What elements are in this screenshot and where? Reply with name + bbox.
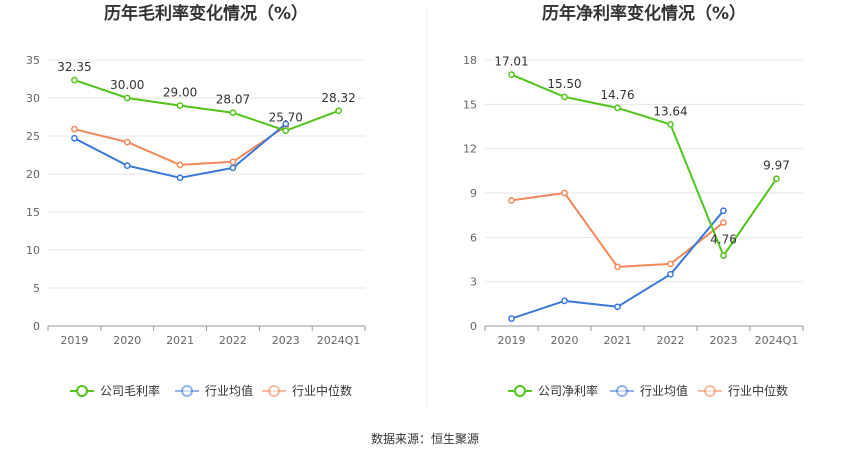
y-tick-label-0-3: 15 [26, 206, 40, 219]
series-line-0-0 [74, 79, 339, 132]
y-tick-label-1-1: 3 [470, 276, 477, 289]
legend-marker-0-2 [268, 385, 280, 397]
x-tick-label-0-0: 2019 [60, 334, 88, 347]
data-label-1-1: 15.50 [547, 77, 581, 91]
y-tick-label-0-1: 5 [33, 282, 40, 295]
y-tick-label-1-6: 18 [463, 54, 477, 67]
data-point-1-2-2 [614, 263, 621, 271]
legend-label-0-2: 行业中位数 [292, 383, 352, 398]
legend-marker-1-0 [514, 385, 526, 397]
data-point-1-1-1 [561, 297, 568, 305]
data-label-1-0: 17.01 [494, 55, 528, 69]
x-tick-label-1-0: 2019 [498, 334, 526, 347]
data-point-0-0-3 [229, 109, 237, 117]
data-point-1-1-0 [508, 315, 515, 322]
data-point-0-1-3 [229, 164, 237, 172]
series-line-0-1 [73, 123, 287, 179]
legend-label-1-0: 公司净利率 [538, 383, 598, 398]
legend-label-1-2: 行业中位数 [728, 383, 788, 398]
data-point-1-2-4 [720, 219, 727, 226]
data-point-0-0-1 [123, 94, 131, 102]
x-tick-label-1-3: 2022 [657, 334, 685, 347]
y-tick-label-1-4: 12 [463, 143, 477, 156]
data-point-1-0-4 [720, 252, 727, 260]
legend-marker-0-0 [76, 385, 88, 397]
data-point-1-2-1 [561, 189, 568, 197]
data-point-0-0-4 [282, 127, 290, 135]
data-point-0-0-2 [176, 102, 184, 109]
y-tick-label-0-7: 35 [26, 54, 40, 67]
data-label-1-2: 14.76 [600, 88, 634, 102]
data-point-0-0-5 [335, 107, 342, 115]
x-tick-label-1-1: 2020 [551, 334, 579, 347]
x-tick-label-0-5: 2024Q1 [317, 334, 361, 347]
y-tick-label-0-0: 0 [33, 320, 40, 333]
data-label-1-5: 9.97 [763, 159, 790, 173]
data-point-1-2-0 [508, 197, 515, 204]
series-line-1-0 [511, 73, 778, 257]
data-label-1-3: 13.64 [653, 104, 687, 118]
y-tick-label-0-2: 10 [26, 244, 40, 257]
data-label-0-3: 28.07 [216, 93, 250, 107]
data-point-0-1-0 [71, 134, 78, 142]
data-point-0-2-0 [71, 125, 78, 133]
y-tick-label-0-6: 30 [26, 92, 40, 105]
x-tick-label-0-2: 2021 [166, 334, 194, 347]
data-label-1-4: 4.76 [710, 233, 737, 247]
x-tick-label-1-2: 2021 [604, 334, 632, 347]
y-tick-label-0-5: 25 [26, 130, 40, 143]
x-tick-label-0-3: 2022 [219, 334, 247, 347]
data-point-1-0-5 [773, 175, 780, 183]
legend-label-0-1: 行业均值 [205, 383, 253, 398]
data-point-0-1-1 [123, 162, 131, 169]
data-point-1-1-4 [720, 207, 727, 215]
data-point-1-1-3 [667, 270, 674, 278]
y-tick-label-1-5: 15 [463, 98, 477, 111]
series-line-1-2 [511, 192, 725, 268]
data-label-0-1: 30.00 [110, 78, 144, 92]
data-point-0-2-1 [123, 138, 131, 146]
x-tick-label-0-1: 2020 [113, 334, 141, 347]
data-point-0-1-2 [176, 174, 184, 182]
y-tick-label-1-0: 0 [470, 320, 477, 333]
data-label-0-5: 28.32 [321, 91, 355, 105]
data-point-0-0-0 [71, 76, 78, 84]
legend-marker-1-1 [616, 385, 628, 397]
data-point-0-1-4 [282, 120, 290, 128]
data-label-0-0: 32.35 [57, 60, 91, 74]
data-label-0-2: 29.00 [163, 86, 197, 100]
legend-label-1-1: 行业均值 [640, 383, 688, 398]
y-tick-label-0-4: 20 [26, 168, 40, 181]
data-point-1-0-1 [561, 93, 568, 101]
y-tick-label-1-2: 6 [470, 231, 477, 244]
data-point-1-0-0 [508, 71, 515, 78]
source-note: 数据来源：恒生聚源 [371, 431, 479, 446]
x-tick-label-1-5: 2024Q1 [755, 334, 799, 347]
legend-label-0-0: 公司毛利率 [100, 383, 160, 398]
x-tick-label-0-4: 2023 [272, 334, 300, 347]
series-line-0-2 [74, 125, 287, 166]
data-point-0-2-2 [176, 161, 184, 169]
chart-title-1: 历年净利率变化情况（%） [542, 3, 746, 24]
chart-title-0: 历年毛利率变化情况（%） [104, 3, 308, 24]
x-tick-label-1-4: 2023 [710, 334, 738, 347]
data-point-1-1-2 [614, 303, 621, 311]
data-point-0-2-3 [229, 158, 237, 166]
data-point-1-0-3 [667, 121, 674, 128]
legend-marker-0-1 [181, 385, 193, 397]
legend-marker-1-2 [704, 385, 716, 397]
data-point-1-2-3 [667, 260, 674, 268]
data-label-0-4: 25.70 [269, 111, 303, 125]
data-point-1-0-2 [614, 104, 621, 112]
y-tick-label-1-3: 9 [470, 187, 477, 200]
